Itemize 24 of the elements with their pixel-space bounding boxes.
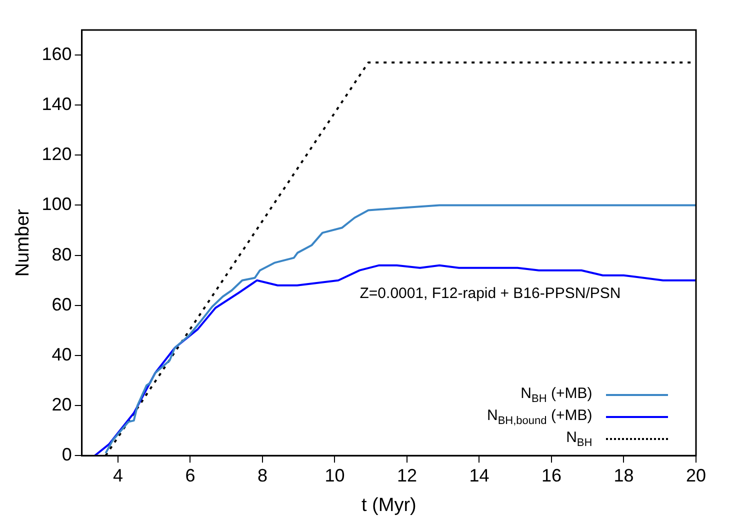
y-tick-label: 80: [52, 244, 72, 264]
x-tick-label: 16: [541, 465, 562, 486]
y-tick-label: 100: [42, 194, 72, 214]
y-tick-label: 60: [52, 294, 72, 314]
legend-label: N$_{BH,bound}$ (+MB): [487, 406, 592, 427]
annotation: Z=0.0001, F12-rapid + B16-PPSN/PSN: [360, 285, 621, 302]
legend-label: N$_{BH}$: [566, 428, 592, 449]
y-tick-label: 160: [42, 44, 72, 64]
y-tick-label: 0: [62, 444, 72, 465]
x-tick-label: 18: [614, 465, 634, 486]
x-tick-label: 4: [112, 465, 123, 486]
x-tick-label: 6: [185, 465, 196, 486]
x-tick-label: 8: [257, 465, 268, 486]
x-tick-label: 20: [686, 465, 706, 486]
y-tick-label: 40: [52, 344, 72, 364]
y-tick-label: 20: [52, 394, 72, 414]
x-axis-title: t (Myr): [361, 494, 416, 516]
y-tick-label: 140: [42, 94, 72, 114]
x-tick-label: 12: [396, 465, 417, 486]
legend-label: N$_{BH}$ (+MB): [520, 384, 592, 405]
x-tick-label: 10: [324, 465, 345, 486]
y-axis-title: Number: [12, 208, 34, 277]
y-tick-label: 120: [42, 144, 72, 164]
x-tick-label: 14: [469, 465, 490, 486]
